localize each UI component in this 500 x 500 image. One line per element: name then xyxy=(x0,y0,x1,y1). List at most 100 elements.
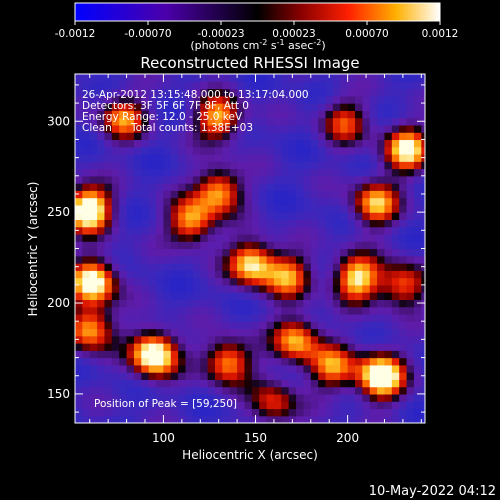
heatmap-cell xyxy=(369,270,378,279)
heatmap-cell xyxy=(170,153,179,162)
heatmap-cell xyxy=(89,299,98,308)
heatmap-cell xyxy=(207,124,216,133)
heatmap-cell xyxy=(332,379,341,388)
heatmap-cell xyxy=(111,321,120,330)
heatmap-cell xyxy=(406,292,415,300)
heatmap-cell xyxy=(141,379,150,388)
heatmap-cell xyxy=(355,248,363,257)
heatmap-cell xyxy=(229,190,238,199)
heatmap-cell xyxy=(273,183,282,191)
heatmap-cell xyxy=(89,161,98,170)
heatmap-cell xyxy=(325,110,334,119)
heatmap-cell xyxy=(303,197,312,206)
heatmap-cell xyxy=(185,226,194,235)
heatmap-cell xyxy=(229,175,238,184)
heatmap-cell xyxy=(141,190,150,199)
heatmap-cell xyxy=(148,139,157,148)
heatmap-cell xyxy=(104,204,113,213)
heatmap-cell xyxy=(111,248,120,257)
heatmap-cell xyxy=(185,212,194,221)
heatmap-cell xyxy=(318,299,327,308)
heatmap-cell xyxy=(273,204,282,213)
heatmap-cell xyxy=(111,292,120,300)
heatmap-cell xyxy=(318,328,327,337)
heatmap-cell xyxy=(222,183,231,191)
heatmap-cell xyxy=(215,81,223,90)
heatmap-cell xyxy=(362,306,371,315)
heatmap-cell xyxy=(126,110,135,119)
heatmap-cell xyxy=(207,88,216,97)
heatmap-cell xyxy=(325,175,334,184)
heatmap-cell xyxy=(89,204,98,213)
heatmap-cell xyxy=(281,241,290,250)
heatmap-cell xyxy=(244,415,253,423)
heatmap-cell xyxy=(384,255,393,264)
heatmap-cell xyxy=(332,292,341,300)
heatmap-cell xyxy=(126,204,135,213)
heatmap-cell xyxy=(229,313,238,322)
heatmap-cell xyxy=(273,248,282,257)
heatmap-cell xyxy=(273,117,282,126)
heatmap-cell xyxy=(377,204,386,213)
heatmap-cell xyxy=(259,168,268,177)
heatmap-cell xyxy=(421,110,425,119)
heatmap-cell xyxy=(126,117,135,126)
heatmap-cell xyxy=(185,248,194,257)
heatmap-cell xyxy=(318,321,327,330)
heatmap-cell xyxy=(126,277,135,286)
heatmap-cell xyxy=(244,212,253,221)
heatmap-cell xyxy=(82,81,91,90)
heatmap-cell xyxy=(377,175,386,184)
heatmap-cell xyxy=(185,343,194,351)
heatmap-cell xyxy=(222,175,231,184)
heatmap-cell xyxy=(377,248,386,257)
heatmap-cell xyxy=(229,386,238,395)
heatmap-cell xyxy=(244,364,253,373)
heatmap-cell xyxy=(185,313,194,322)
heatmap-cell xyxy=(111,386,120,395)
heatmap-cell xyxy=(141,95,150,104)
heatmap-cell xyxy=(421,124,425,133)
heatmap-cell xyxy=(399,139,408,148)
heatmap-cell xyxy=(281,132,290,141)
heatmap-cell xyxy=(75,284,83,293)
heatmap-cell xyxy=(259,88,268,97)
heatmap-cell xyxy=(156,284,165,293)
heatmap-cell xyxy=(266,401,275,410)
heatmap-cell xyxy=(310,183,319,191)
heatmap-cell xyxy=(104,408,113,417)
heatmap-cell xyxy=(207,350,216,359)
heatmap-cell xyxy=(310,335,319,344)
heatmap-cell xyxy=(355,321,363,330)
heatmap-cell xyxy=(377,255,386,264)
heatmap-cell xyxy=(391,386,400,395)
heatmap-cell xyxy=(244,197,253,206)
heatmap-cell xyxy=(332,124,341,133)
heatmap-cell xyxy=(178,372,187,380)
heatmap-cell xyxy=(104,292,113,300)
heatmap-cell xyxy=(259,146,268,155)
heatmap-cell xyxy=(148,408,157,417)
heatmap-cell xyxy=(377,219,386,228)
heatmap-cell xyxy=(384,153,393,162)
heatmap-cell xyxy=(310,393,319,402)
heatmap-cell xyxy=(325,408,334,417)
heatmap-cell xyxy=(126,103,135,111)
heatmap-cell xyxy=(340,350,349,359)
heatmap-cell xyxy=(288,204,297,213)
heatmap-cell xyxy=(82,408,91,417)
heatmap-cell xyxy=(369,393,378,402)
heatmap-cell xyxy=(391,110,400,119)
heatmap-cell xyxy=(126,393,135,402)
heatmap-cell xyxy=(126,401,135,410)
heatmap-cell xyxy=(377,226,386,235)
heatmap-cell xyxy=(148,263,157,271)
heatmap-cell xyxy=(266,393,275,402)
heatmap-cell xyxy=(362,153,371,162)
heatmap-cell xyxy=(170,335,179,344)
heatmap-cell xyxy=(288,132,297,141)
heatmap-cell xyxy=(391,379,400,388)
heatmap-cell xyxy=(141,241,150,250)
heatmap-cell xyxy=(156,153,165,162)
heatmap-cell xyxy=(325,292,334,300)
